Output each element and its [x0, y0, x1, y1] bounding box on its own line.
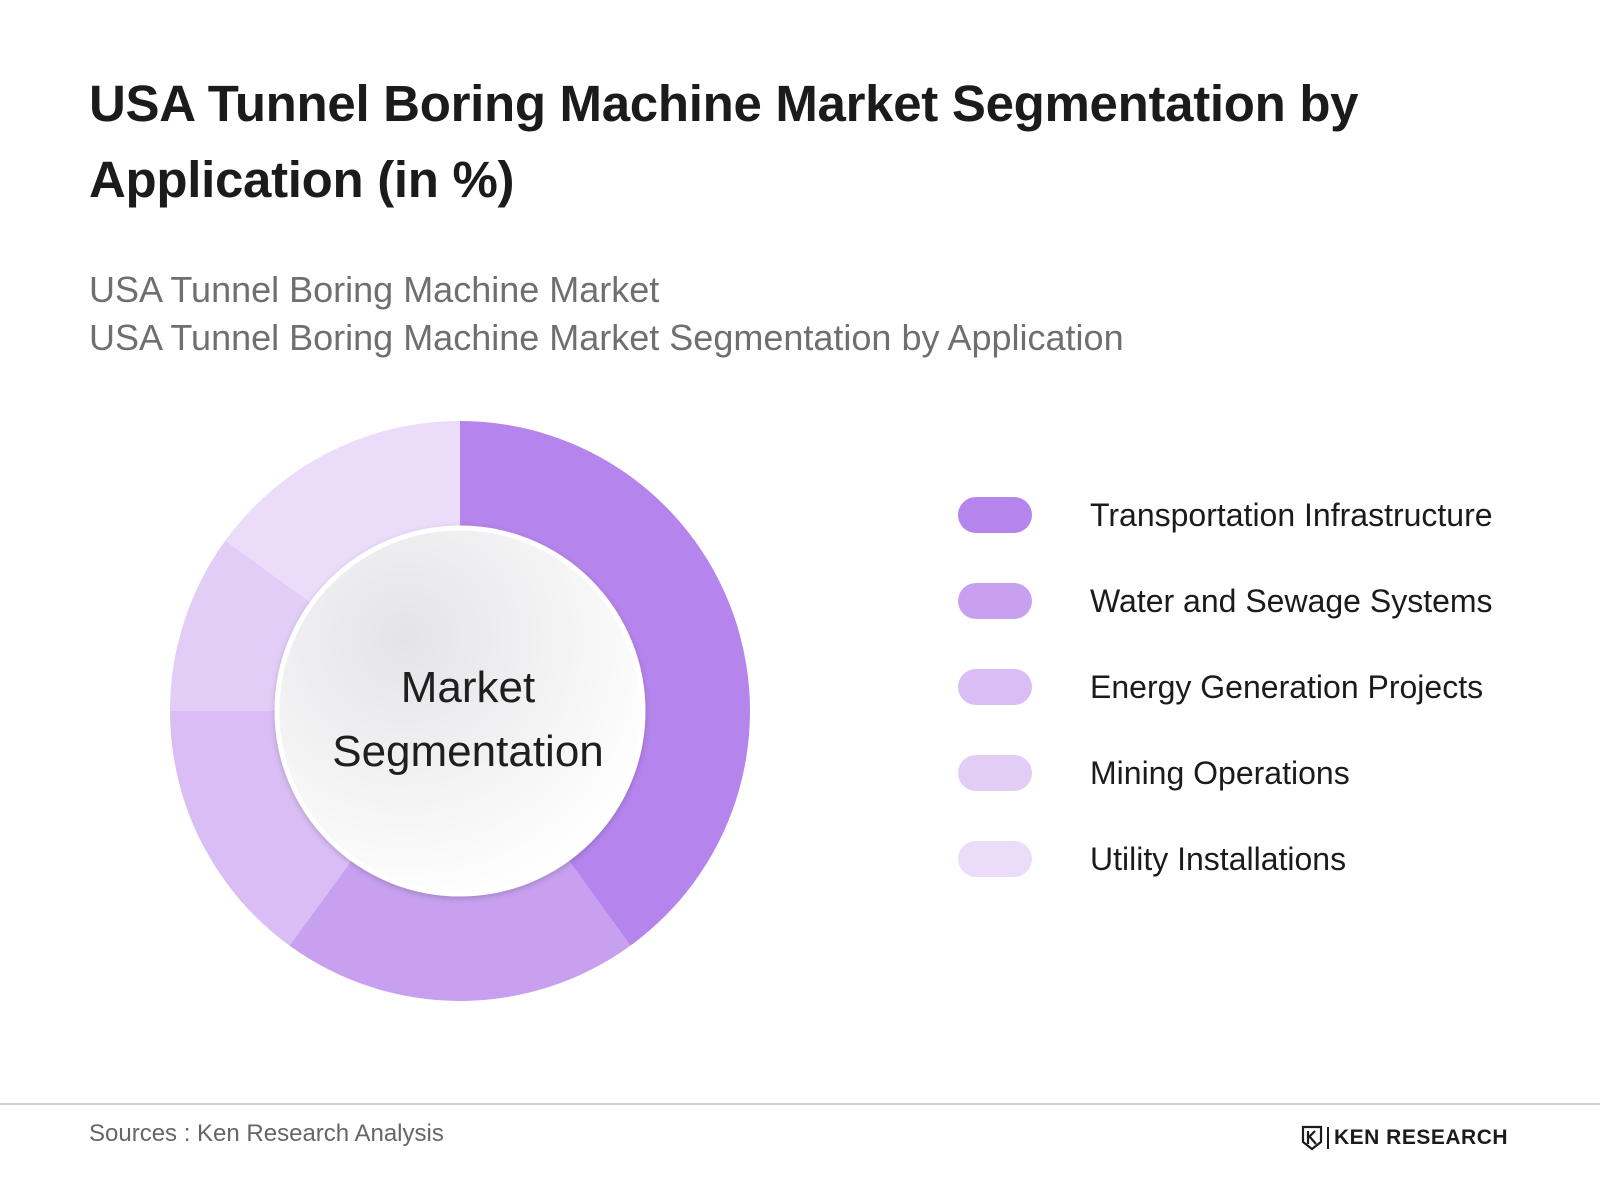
footer-divider [0, 1103, 1600, 1105]
donut-center [274, 525, 646, 897]
legend-item-transportation: Transportation Infrastructure [958, 497, 1578, 533]
legend-label: Transportation Infrastructure [1090, 496, 1493, 533]
chart-title: USA Tunnel Boring Machine Market Segment… [89, 75, 1359, 208]
legend-item-mining: Mining Operations [958, 755, 1578, 791]
legend-label: Utility Installations [1090, 840, 1347, 877]
legend-swatch [958, 841, 1032, 877]
donut-slice-5 [225, 421, 460, 603]
donut-chart [170, 421, 751, 1001]
donut-slice-2 [289, 860, 631, 1001]
legend-swatch [958, 583, 1032, 619]
legend-item-water-sewage: Water and Sewage Systems [958, 583, 1578, 619]
donut-slice-1 [460, 421, 751, 946]
legend-swatch [958, 497, 1032, 533]
legend-label: Energy Generation Projects [1090, 668, 1484, 705]
chart-legend: Transportation Infrastructure Water and … [958, 497, 1578, 927]
legend-swatch [958, 669, 1032, 705]
donut-slice-3 [170, 711, 352, 946]
center-label-line-2: Segmentation [332, 727, 604, 776]
brand-name: KEN RESEARCH [1334, 1126, 1509, 1149]
subtitle-line-1: USA Tunnel Boring Machine Market [89, 269, 660, 310]
legend-swatch [958, 755, 1032, 791]
subtitle-line-2: USA Tunnel Boring Machine Market Segment… [89, 317, 1124, 358]
center-label-line-1: Market [400, 663, 536, 712]
ken-research-logo-icon [1301, 1125, 1323, 1151]
source-note: Sources : Ken Research Analysis [89, 1120, 444, 1147]
brand-logo: KEN RESEARCH [1301, 1125, 1508, 1151]
legend-item-utility: Utility Installations [958, 841, 1578, 877]
legend-label: Mining Operations [1090, 754, 1350, 791]
legend-item-energy-generation: Energy Generation Projects [958, 669, 1578, 705]
donut-slice-4 [170, 540, 311, 711]
chart-subtitles: USA Tunnel Boring Machine Market USA Tun… [89, 266, 1489, 362]
brand-separator [1327, 1127, 1329, 1149]
legend-label: Water and Sewage Systems [1090, 582, 1493, 619]
donut-center-label: Market Segmentation [283, 540, 653, 900]
